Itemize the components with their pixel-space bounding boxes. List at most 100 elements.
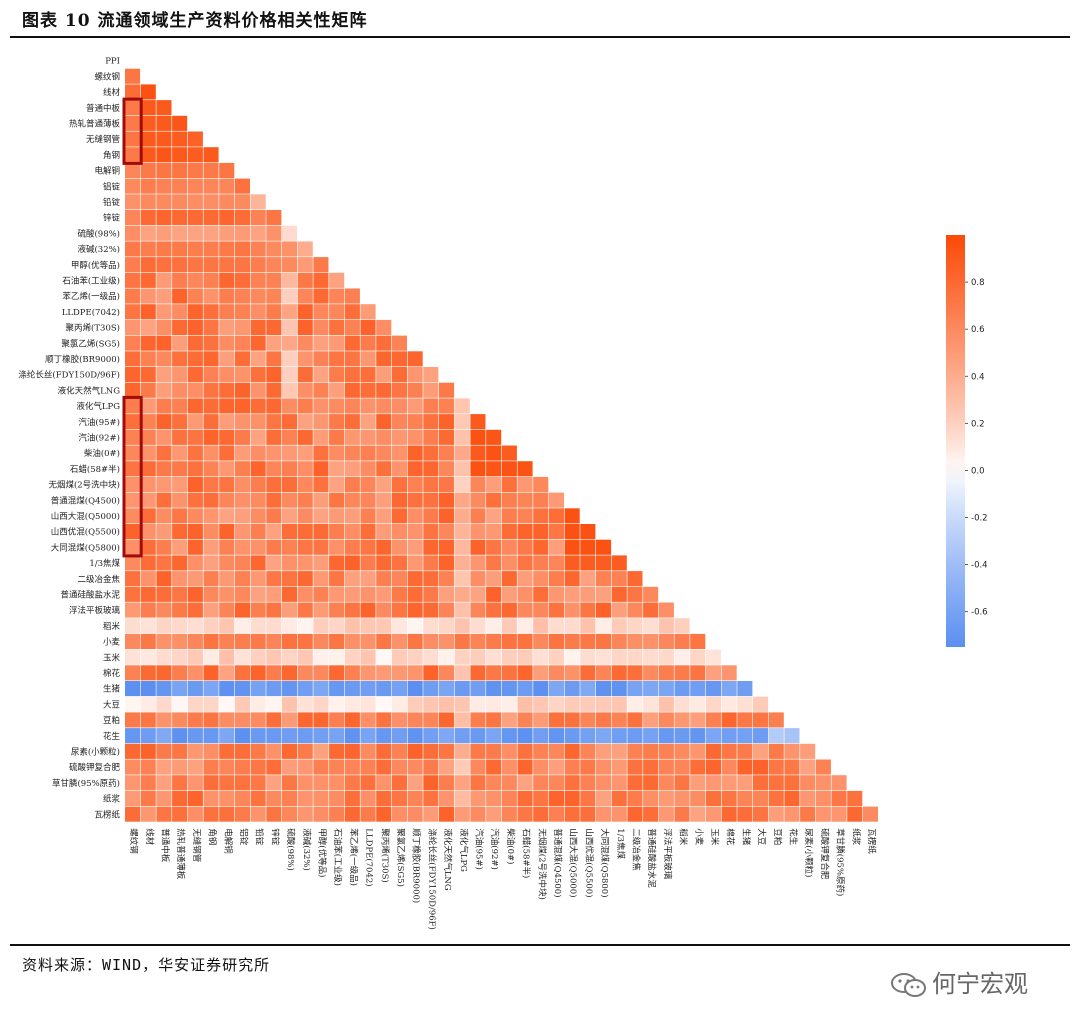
y-tick-label: 电解铜	[94, 166, 120, 177]
heatmap-cell	[705, 775, 721, 791]
heatmap-cell	[313, 398, 329, 414]
heatmap-cell	[784, 759, 800, 775]
heatmap-cell	[517, 586, 533, 602]
y-tick-label: 线材	[103, 87, 121, 98]
heatmap-cell	[313, 367, 329, 383]
heatmap-cell	[501, 524, 517, 540]
heatmap-cell	[187, 681, 203, 697]
heatmap-cell	[125, 398, 141, 414]
heatmap-cell	[533, 696, 549, 712]
heatmap-cell	[219, 775, 235, 791]
heatmap-cell	[548, 712, 564, 728]
heatmap-cell	[423, 728, 439, 744]
heatmap-cell	[391, 445, 407, 461]
heatmap-cell	[580, 712, 596, 728]
heatmap-cell	[344, 367, 360, 383]
heatmap-cell	[172, 115, 188, 131]
heatmap-cell	[172, 319, 188, 335]
heatmap-cell	[313, 681, 329, 697]
heatmap-cell	[140, 618, 156, 634]
heatmap-cell	[140, 743, 156, 759]
colorbar-tick-label: -0.2	[971, 514, 988, 524]
heatmap-cell	[548, 571, 564, 587]
heatmap-cell	[266, 382, 282, 398]
heatmap-cell	[360, 681, 376, 697]
heatmap-cell	[156, 429, 172, 445]
heatmap-cell	[407, 414, 423, 430]
heatmap-cell	[282, 665, 298, 681]
heatmap-cell	[753, 696, 769, 712]
heatmap-cell	[454, 461, 470, 477]
heatmap-cell	[282, 304, 298, 320]
y-tick-label: 角钢	[103, 150, 120, 161]
heatmap-cell	[219, 476, 235, 492]
heatmap-cell	[486, 476, 502, 492]
y-tick-label: 草甘膦(95%原药)	[52, 778, 120, 789]
heatmap-cell	[674, 806, 690, 822]
heatmap-cell	[187, 429, 203, 445]
heatmap-cell	[140, 728, 156, 744]
heatmap-cell	[737, 775, 753, 791]
heatmap-cell	[517, 571, 533, 587]
heatmap-cell	[564, 790, 580, 806]
heatmap-cell	[297, 759, 313, 775]
heatmap-cell	[690, 790, 706, 806]
x-tick-label: 大豆	[756, 828, 767, 845]
heatmap-cell	[533, 633, 549, 649]
heatmap-cell	[423, 618, 439, 634]
heatmap-cell	[282, 508, 298, 524]
heatmap-cell	[344, 414, 360, 430]
heatmap-cell	[627, 728, 643, 744]
heatmap-cell	[125, 131, 141, 147]
heatmap-cell	[454, 586, 470, 602]
heatmap-cell	[611, 759, 627, 775]
heatmap-cell	[564, 696, 580, 712]
heatmap-cell	[329, 586, 345, 602]
heatmap-cell	[580, 539, 596, 555]
heatmap-cell	[313, 602, 329, 618]
heatmap-cell	[266, 633, 282, 649]
heatmap-cell	[596, 775, 612, 791]
heatmap-cell	[737, 790, 753, 806]
heatmap-cell	[376, 633, 392, 649]
heatmap-cell	[548, 539, 564, 555]
heatmap-cell	[156, 649, 172, 665]
heatmap-cell	[753, 743, 769, 759]
heatmap-cell	[313, 759, 329, 775]
heatmap-cell	[501, 492, 517, 508]
heatmap-cell	[282, 712, 298, 728]
heatmap-cell	[125, 681, 141, 697]
heatmap-cell	[140, 649, 156, 665]
heatmap-cell	[156, 571, 172, 587]
heatmap-cell	[156, 743, 172, 759]
heatmap-cell	[172, 210, 188, 226]
y-tick-label: 生猪	[103, 684, 121, 695]
heatmap-cell	[360, 728, 376, 744]
heatmap-cell	[297, 696, 313, 712]
y-tick-label: 硫酸钾复合肥	[69, 762, 121, 773]
heatmap-cell	[172, 304, 188, 320]
heatmap-cell	[329, 696, 345, 712]
heatmap-cell	[140, 225, 156, 241]
heatmap-cell	[203, 602, 219, 618]
y-tick-label: 石蜡(58#半)	[70, 464, 120, 475]
heatmap-cell	[407, 476, 423, 492]
heatmap-cell	[391, 790, 407, 806]
heatmap-cell	[140, 508, 156, 524]
heatmap-cell	[266, 257, 282, 273]
y-tick-label: 锌锭	[103, 213, 121, 224]
heatmap-cell	[266, 743, 282, 759]
heatmap-cell	[203, 571, 219, 587]
heatmap-cell	[407, 712, 423, 728]
heatmap-cell	[187, 398, 203, 414]
heatmap-cell	[847, 806, 863, 822]
heatmap-cell	[407, 681, 423, 697]
heatmap-cell	[517, 712, 533, 728]
heatmap-cell	[313, 335, 329, 351]
x-tick-label: 尿素(小颗粒)	[803, 828, 814, 877]
heatmap-cell	[172, 759, 188, 775]
heatmap-cell	[454, 712, 470, 728]
heatmap-cell	[187, 618, 203, 634]
heatmap-cell	[282, 257, 298, 273]
heatmap-cell	[596, 712, 612, 728]
